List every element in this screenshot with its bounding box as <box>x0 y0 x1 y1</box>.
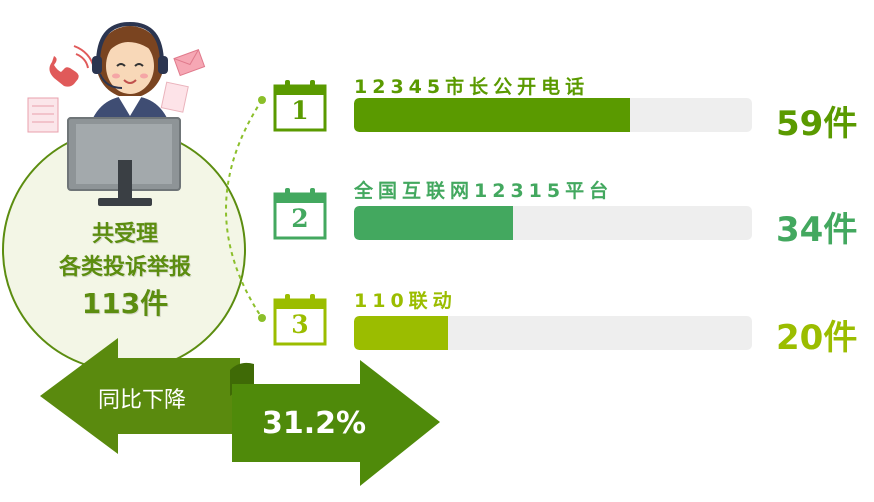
summary-line2: 各类投诉举报 <box>58 255 191 280</box>
computer-monitor-front <box>67 96 181 206</box>
decline-label: 同比下降 <box>98 388 187 413</box>
summary-line1: 共受理 <box>91 222 158 247</box>
document-icon <box>27 97 59 133</box>
right-arrow <box>232 360 440 486</box>
rank-number: 3 <box>291 310 309 339</box>
calendar-rank-icon <box>273 294 327 346</box>
value-label: 34件 <box>776 210 858 250</box>
rank-number: 2 <box>291 204 309 233</box>
left-arrow <box>40 338 240 454</box>
envelope-icon <box>160 49 206 113</box>
decline-value: 31.2% <box>262 406 367 441</box>
rank-number: 1 <box>291 96 309 125</box>
summary-total: 113件 <box>81 287 169 320</box>
calendar-rank-icon <box>273 80 327 132</box>
bar-fill <box>354 98 631 132</box>
value-label: 59件 <box>776 104 858 144</box>
bar-track <box>354 316 752 350</box>
bar-fill <box>354 316 448 350</box>
value-label: 20件 <box>776 318 858 358</box>
bar-track <box>354 98 752 132</box>
calendar-rank-icon <box>273 188 327 240</box>
bar-fill <box>354 206 514 240</box>
bar-track <box>354 206 752 240</box>
category-label: 全国互联网12315平台 <box>354 180 614 202</box>
category-label: 110联动 <box>354 290 457 312</box>
category-label: 12345市长公开电话 <box>354 76 590 98</box>
